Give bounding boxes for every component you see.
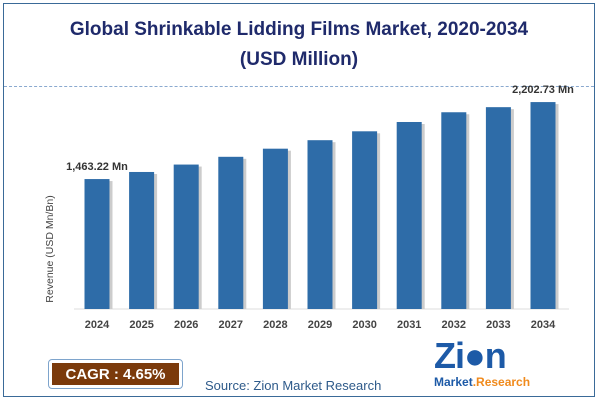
cagr-text: CAGR : 4.65% [52,363,179,385]
bar-2028 [262,148,288,309]
x-tick-label: 2025 [129,319,153,331]
data-label: 2,202.73 Mn [512,84,574,96]
bar-2030 [352,131,378,309]
bar-2027 [218,156,244,309]
chart-title-line1: Global Shrinkable Lidding Films Market, … [69,19,529,40]
bar-chart: Revenue (USD Mn/Bn) 2024 1,463.22 Mn 2025 2… [44,84,574,331]
bar-2032 [441,112,467,309]
bar-2026 [173,164,199,309]
y-axis-label: Revenue (USD Mn/Bn) [44,195,56,302]
logo-main: Zi●n [434,335,507,376]
bar-2025 [129,171,155,309]
chart-title-line2: (USD Million) [239,49,359,70]
x-tick-label: 2032 [442,319,466,331]
cagr-badge: CAGR : 4.65% [48,359,183,389]
data-label: 1,463.22 Mn [66,161,128,173]
x-tick-label: 2029 [308,319,332,331]
bar-2031 [396,121,422,310]
chart-frame: Global Shrinkable Lidding Films Market, … [3,3,595,397]
x-tick-label: 2033 [486,319,510,331]
zion-logo: Zi●n Market.Research [434,337,559,392]
x-tick-label: 2027 [219,319,243,331]
x-tick-label: 2028 [263,319,287,331]
dashed-divider [4,86,594,87]
bar-2029 [307,140,333,309]
x-tick-label: 2034 [531,319,556,331]
bar-2034 [530,102,556,310]
x-tick-label: 2024 [85,319,110,331]
logo-sub: Market.Research [434,375,531,389]
x-tick-label: 2031 [397,319,421,331]
x-tick-label: 2026 [174,319,198,331]
x-tick-label: 2030 [352,319,376,331]
bar-2033 [485,107,511,309]
bar-2024 [84,179,110,309]
source-text: Source: Zion Market Research [205,378,382,393]
